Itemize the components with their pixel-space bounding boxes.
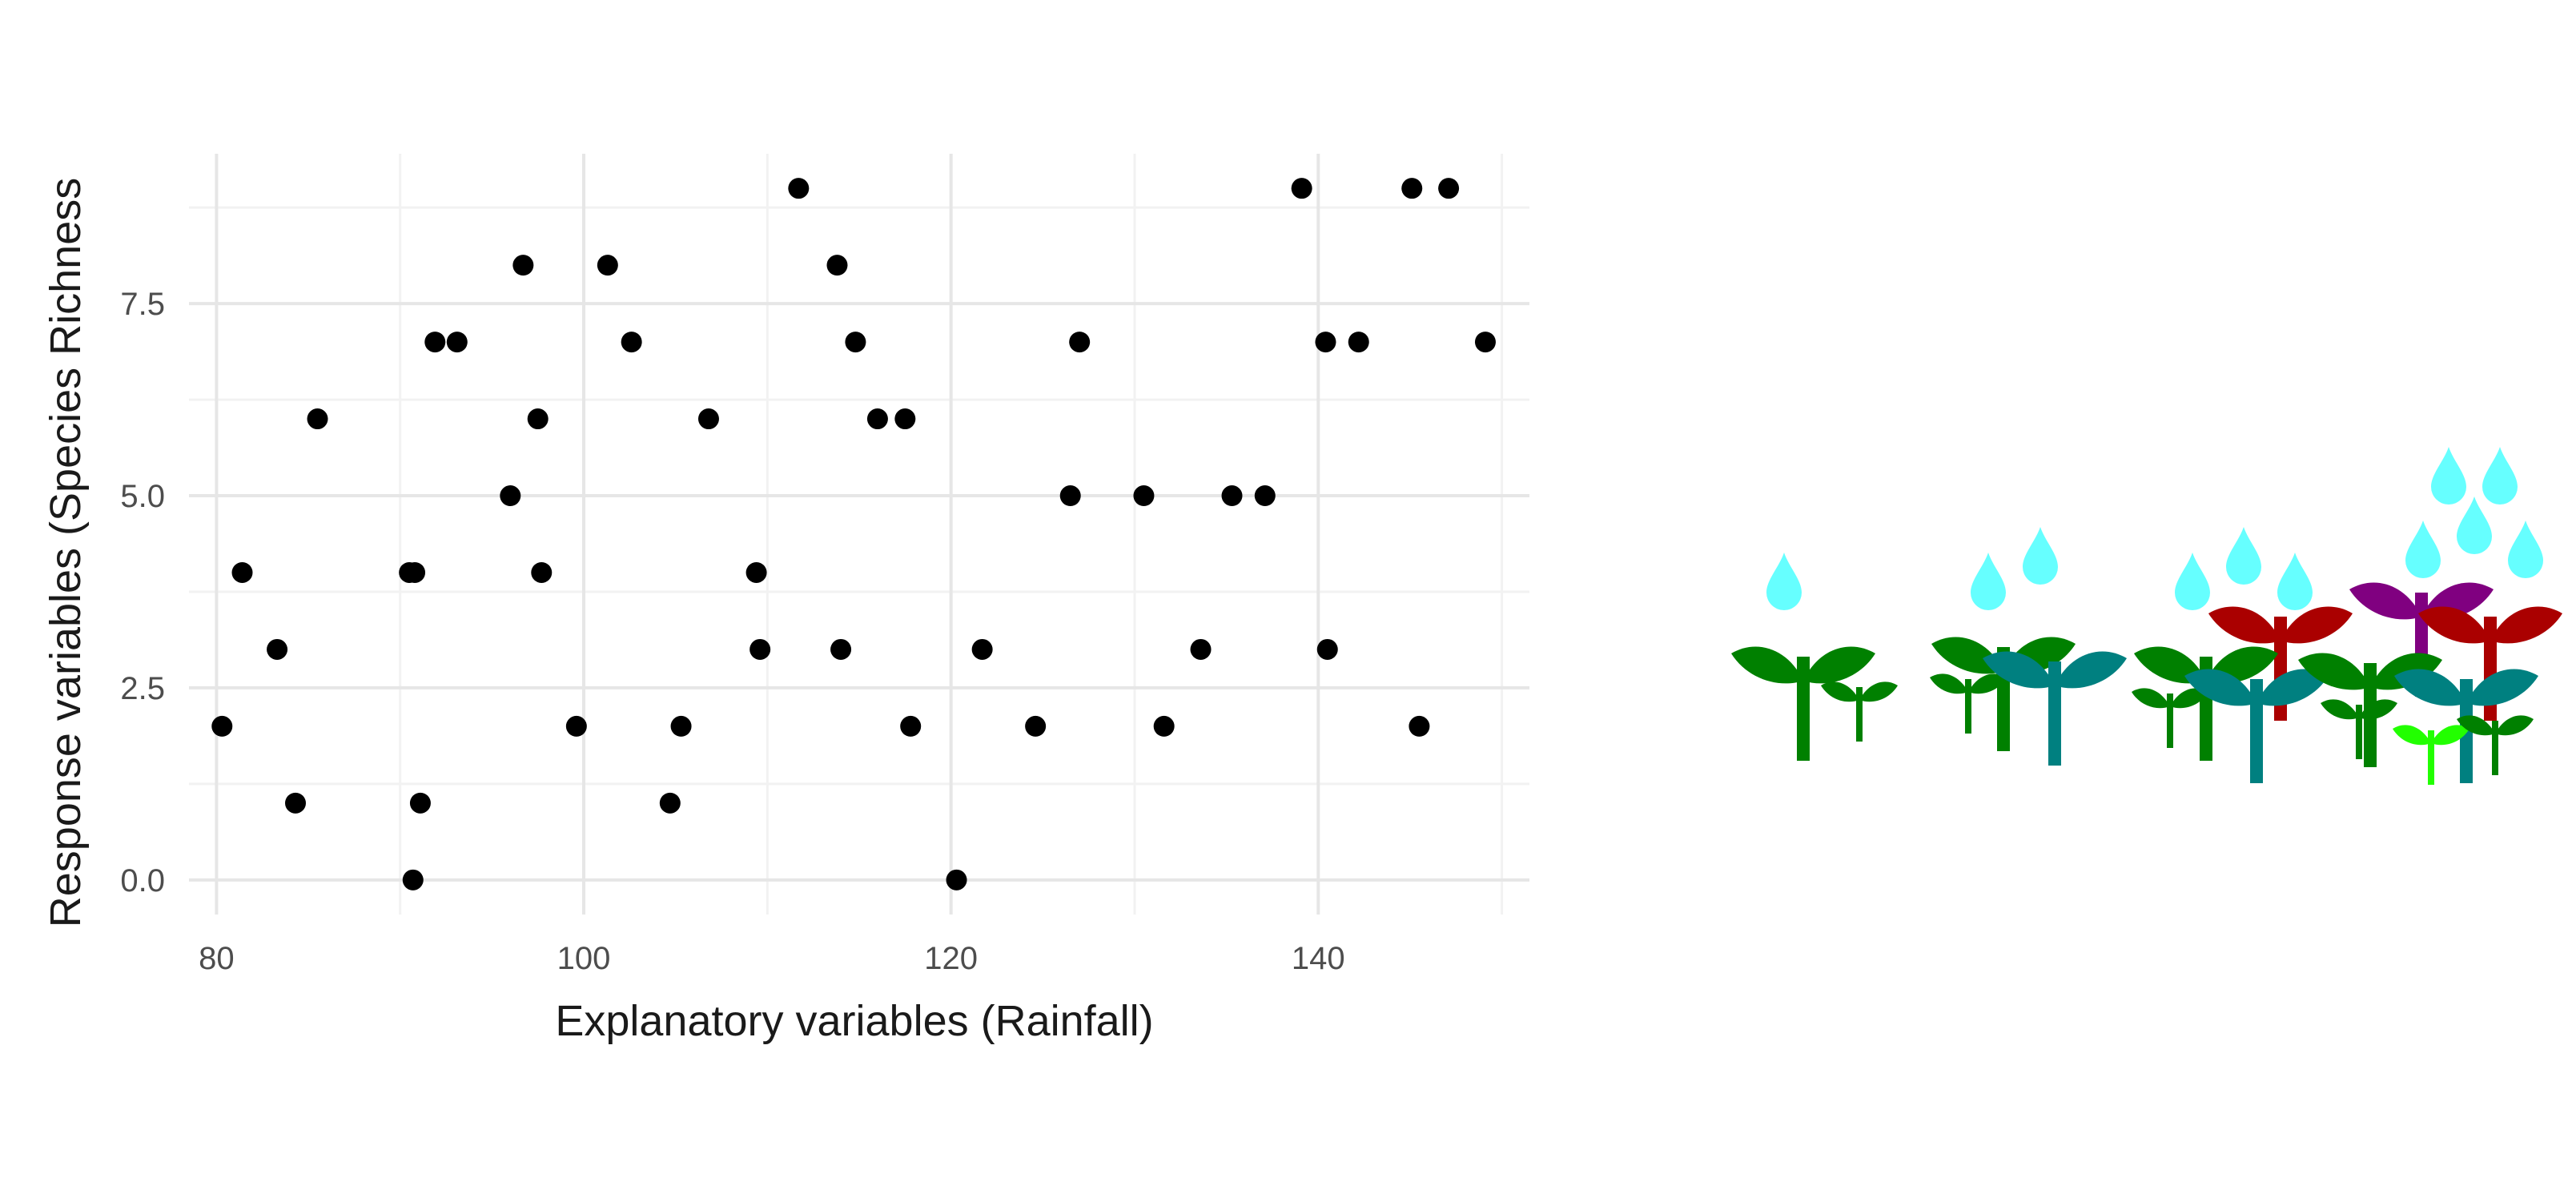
plant-icon bbox=[2321, 699, 2397, 759]
data-point bbox=[1069, 332, 1091, 353]
data-point bbox=[285, 792, 307, 814]
plant-icon bbox=[2393, 725, 2470, 785]
data-point bbox=[900, 715, 922, 737]
data-point bbox=[697, 408, 719, 430]
y-axis-ticks: 0.0 2.5 5.0 7.5 bbox=[120, 287, 165, 898]
data-point bbox=[659, 792, 681, 814]
data-point bbox=[1316, 638, 1338, 660]
data-point bbox=[1348, 332, 1369, 353]
data-point bbox=[1474, 332, 1496, 353]
plant-icon bbox=[1821, 681, 1898, 742]
y-tick-label: 5.0 bbox=[120, 479, 165, 514]
data-point bbox=[409, 792, 431, 814]
data-point bbox=[971, 638, 993, 660]
data-point bbox=[597, 255, 618, 276]
plant-icon bbox=[1731, 646, 1875, 761]
raindrop-icon bbox=[2226, 527, 2261, 585]
data-point bbox=[1401, 178, 1423, 199]
raindrop-icon bbox=[1971, 553, 2006, 610]
data-point bbox=[1254, 485, 1276, 507]
x-tick-label: 80 bbox=[199, 941, 235, 976]
plant-icon bbox=[1930, 673, 2007, 734]
data-point bbox=[500, 485, 521, 507]
data-point bbox=[1221, 485, 1243, 507]
rainfall-plant-illustration bbox=[1731, 447, 2562, 785]
raindrop-icon bbox=[2431, 447, 2466, 505]
data-point bbox=[1153, 715, 1175, 737]
data-point bbox=[866, 408, 888, 430]
data-point bbox=[845, 332, 866, 353]
illustration-group-2 bbox=[1930, 527, 2127, 766]
raindrop-icon bbox=[2175, 553, 2210, 610]
data-point bbox=[1059, 485, 1081, 507]
raindrop-icon bbox=[2023, 527, 2058, 585]
data-point bbox=[1438, 178, 1460, 199]
grid-lines bbox=[189, 154, 1529, 915]
data-point bbox=[512, 255, 534, 276]
x-tick-label: 100 bbox=[557, 941, 611, 976]
raindrop-icon bbox=[2277, 553, 2313, 610]
data-point bbox=[745, 561, 767, 583]
data-point bbox=[621, 332, 642, 353]
data-point bbox=[1291, 178, 1312, 199]
y-tick-label: 0.0 bbox=[120, 863, 165, 898]
data-point bbox=[830, 638, 852, 660]
data-point bbox=[1409, 715, 1430, 737]
data-points bbox=[211, 178, 1496, 890]
y-axis-title: Response variables (Species Richness bbox=[42, 178, 90, 927]
data-point bbox=[446, 332, 468, 353]
data-point bbox=[404, 561, 426, 583]
x-tick-label: 140 bbox=[1292, 941, 1345, 976]
data-point bbox=[211, 715, 233, 737]
plant-icon bbox=[2132, 688, 2208, 748]
data-point bbox=[527, 408, 549, 430]
data-point bbox=[1315, 332, 1336, 353]
raindrop-icon bbox=[2482, 447, 2518, 505]
y-tick-label: 2.5 bbox=[120, 671, 165, 706]
raindrop-icon bbox=[2508, 521, 2543, 578]
data-point bbox=[1133, 485, 1155, 507]
data-point bbox=[670, 715, 692, 737]
data-point bbox=[424, 332, 446, 353]
data-point bbox=[267, 638, 288, 660]
data-point bbox=[749, 638, 771, 660]
illustration-group-1 bbox=[1731, 553, 1898, 761]
x-axis-title: Explanatory variables (Rainfall) bbox=[555, 997, 1153, 1045]
data-point bbox=[565, 715, 587, 737]
data-point bbox=[402, 869, 424, 890]
data-point bbox=[1190, 638, 1212, 660]
data-point bbox=[788, 178, 810, 199]
data-point bbox=[531, 561, 553, 583]
raindrop-icon bbox=[2457, 496, 2492, 554]
data-point bbox=[307, 408, 328, 430]
data-point bbox=[1025, 715, 1047, 737]
x-axis-ticks: 80 100 120 140 bbox=[199, 941, 1345, 976]
data-point bbox=[231, 561, 253, 583]
data-point bbox=[826, 255, 848, 276]
data-point bbox=[946, 869, 967, 890]
raindrop-icon bbox=[1766, 553, 1802, 610]
data-point bbox=[894, 408, 916, 430]
raindrop-icon bbox=[2405, 521, 2441, 578]
x-tick-label: 120 bbox=[924, 941, 978, 976]
y-tick-label: 7.5 bbox=[120, 287, 165, 322]
